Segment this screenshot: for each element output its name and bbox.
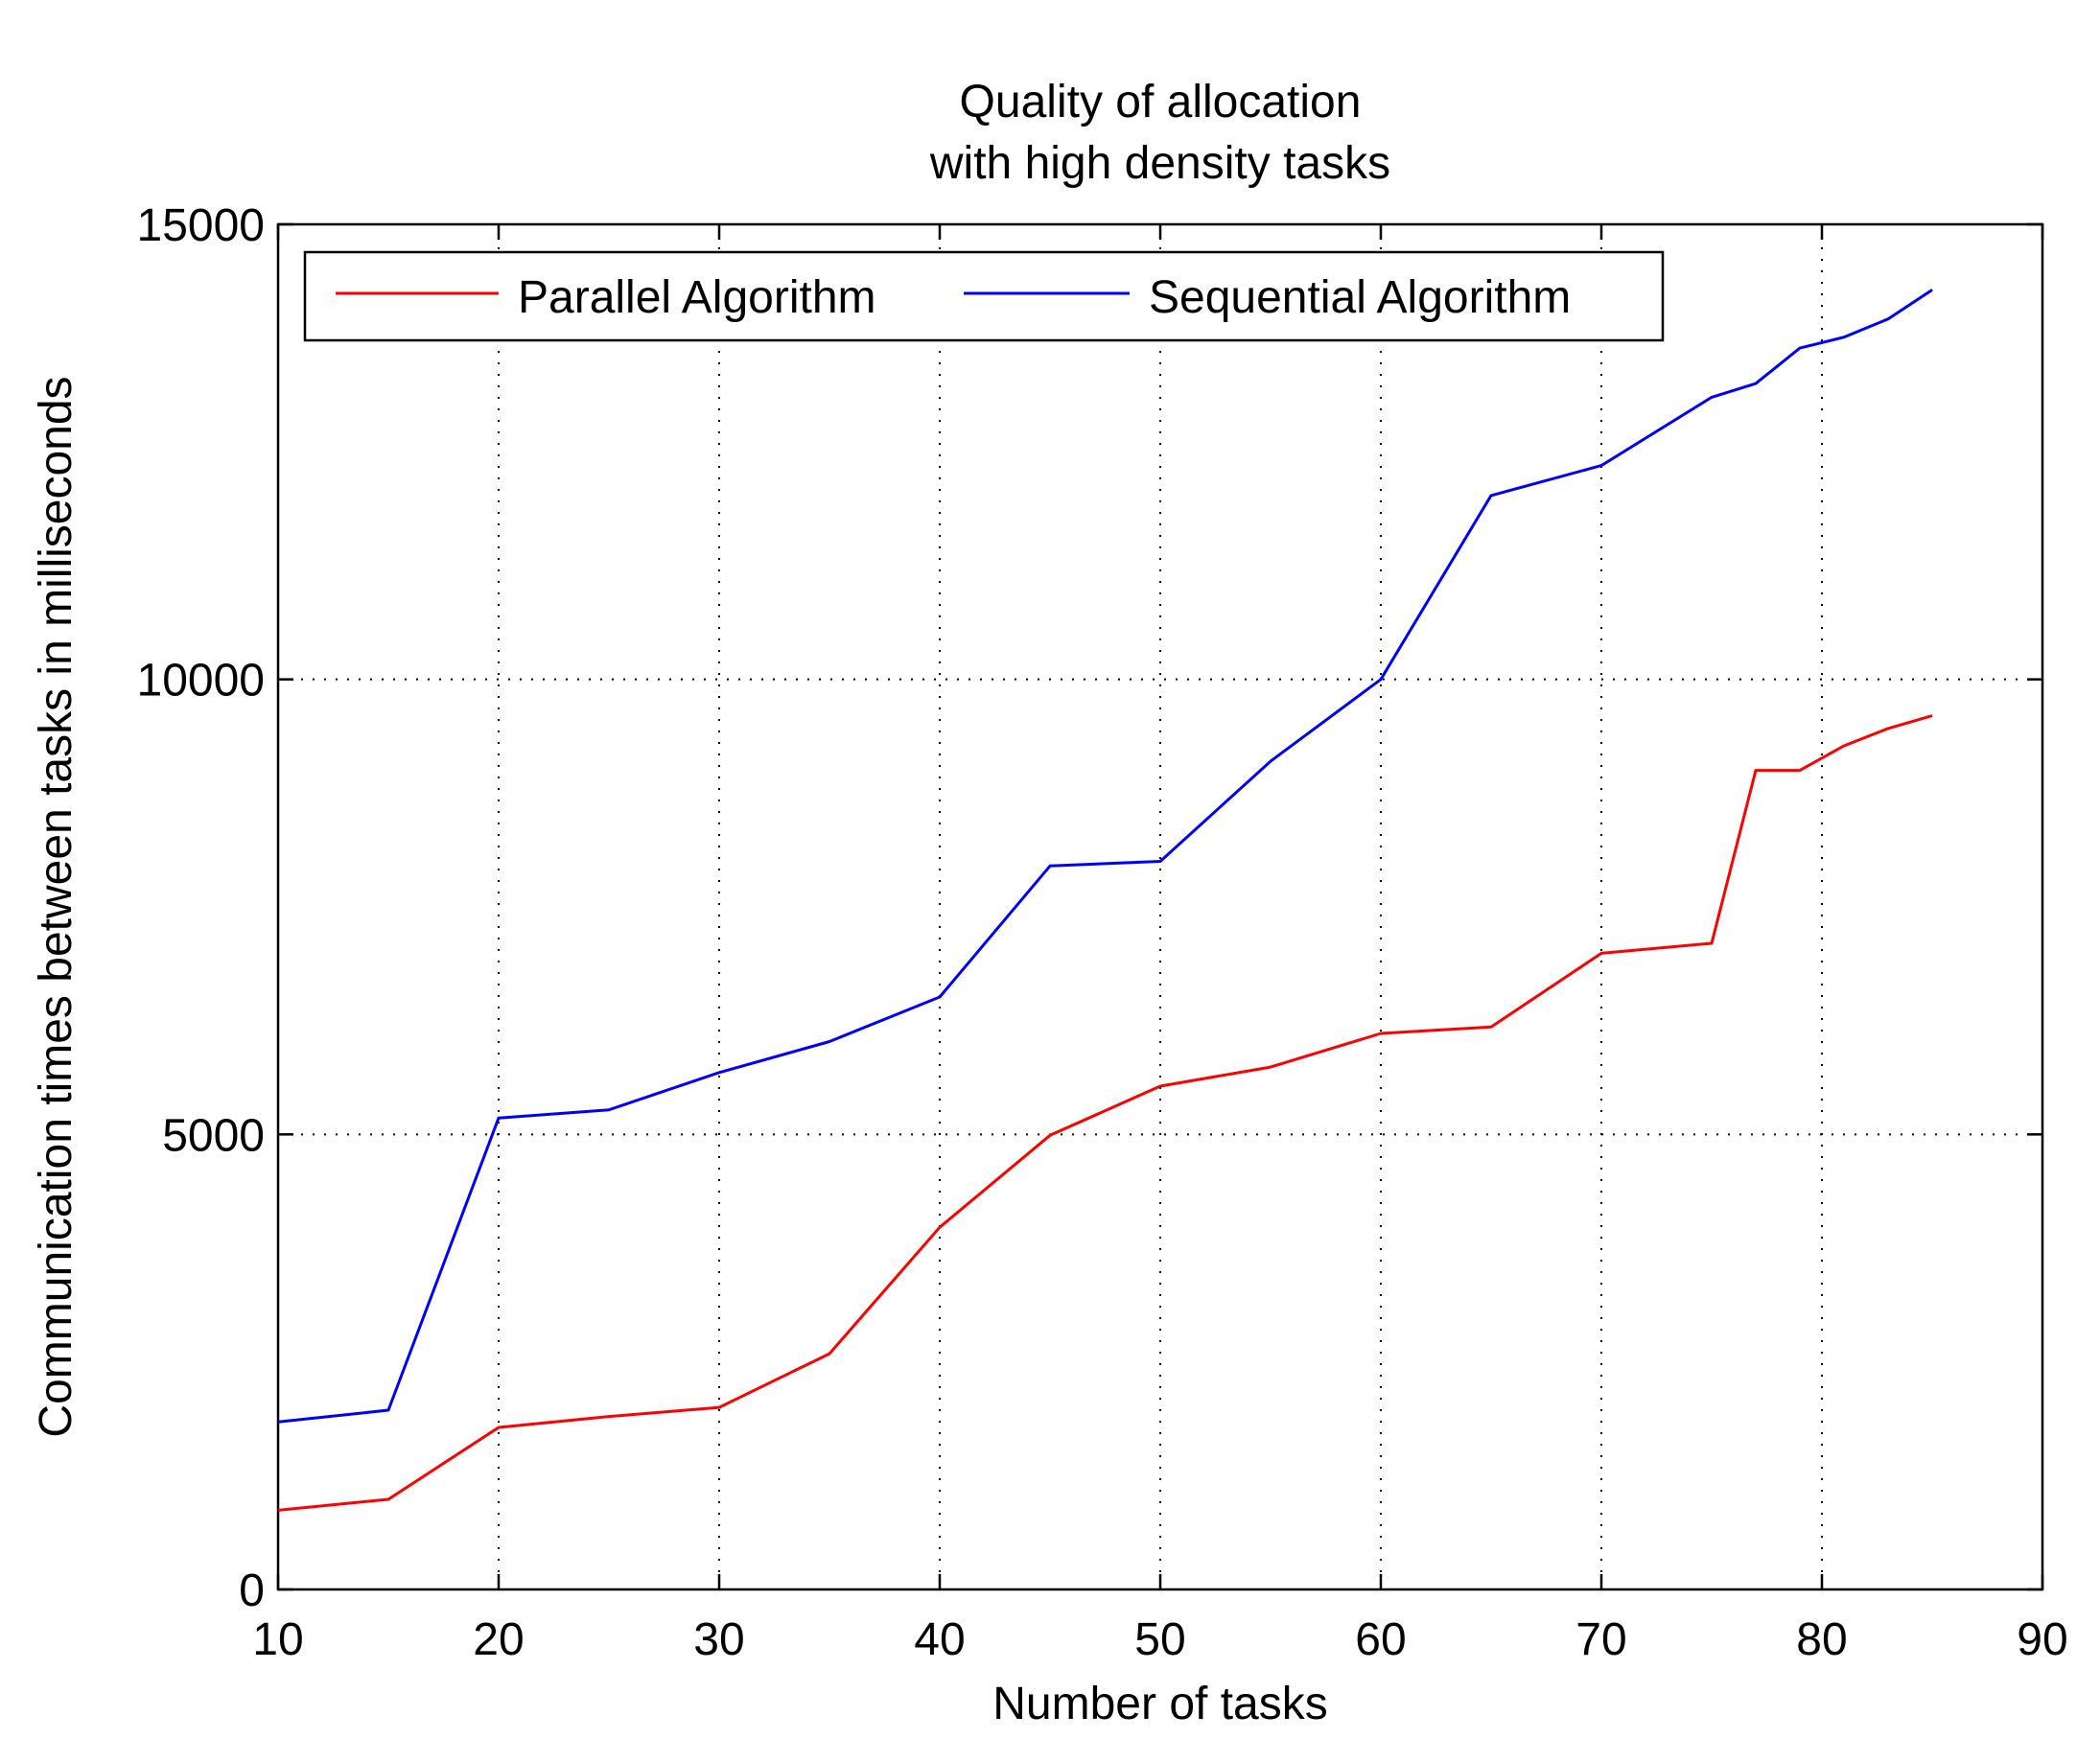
x-tick-label: 90: [2017, 1614, 2067, 1665]
x-tick-labels: 10 20 30 40 50 60 70 80 90: [252, 1614, 2067, 1665]
series-line-sequential-algorithm: [277, 289, 1933, 1424]
x-tick-label: 50: [1134, 1614, 1185, 1665]
y-tick-labels: 0 5000 10000 15000: [137, 200, 265, 1616]
x-tick-label: 70: [1575, 1614, 1626, 1665]
legend: Parallel Algorithm Sequential Algorithm: [303, 250, 1665, 342]
series: [277, 289, 1933, 1512]
chart-title-line-1: Quality of allocation: [960, 77, 1362, 128]
chart-title-line-2: with high density tasks: [929, 138, 1390, 189]
legend-label-parallel: Parallel Algorithm: [518, 272, 876, 323]
x-tick-label: 10: [252, 1614, 303, 1665]
y-axis-label: Communication times between tasks in mil…: [31, 376, 82, 1437]
y-tick-label: 0: [239, 1565, 265, 1616]
x-tick-label: 80: [1796, 1614, 1847, 1665]
x-tick-label: 30: [693, 1614, 744, 1665]
y-tick-label: 15000: [137, 200, 265, 251]
x-tick-label: 40: [914, 1614, 965, 1665]
legend-label-sequential: Sequential Algorithm: [1149, 272, 1571, 323]
x-axis-label: Number of tasks: [992, 1679, 1327, 1729]
series-line-parallel-algorithm: [277, 714, 1933, 1512]
y-tick-label: 10000: [137, 656, 265, 707]
x-tick-label: 60: [1355, 1614, 1406, 1665]
x-tick-label: 20: [473, 1614, 524, 1665]
y-tick-label: 5000: [162, 1110, 265, 1161]
legend-box: [303, 250, 1665, 342]
axis-ticks: [276, 222, 2044, 1591]
